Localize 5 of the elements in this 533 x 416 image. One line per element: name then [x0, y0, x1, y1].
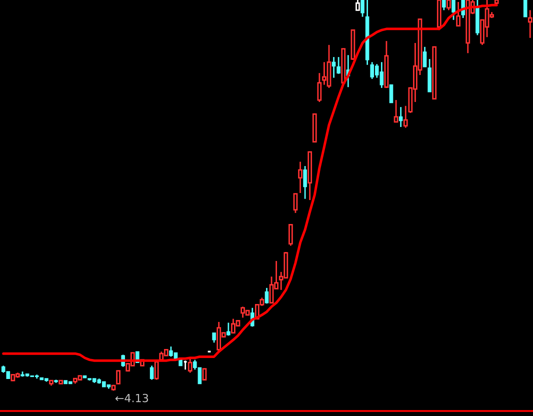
- candlestick: [298, 161, 302, 194]
- candlestick: [332, 56, 336, 78]
- candlestick: [398, 106, 403, 128]
- candlestick: [528, 9, 532, 39]
- text: ←4.13: [115, 394, 148, 402]
